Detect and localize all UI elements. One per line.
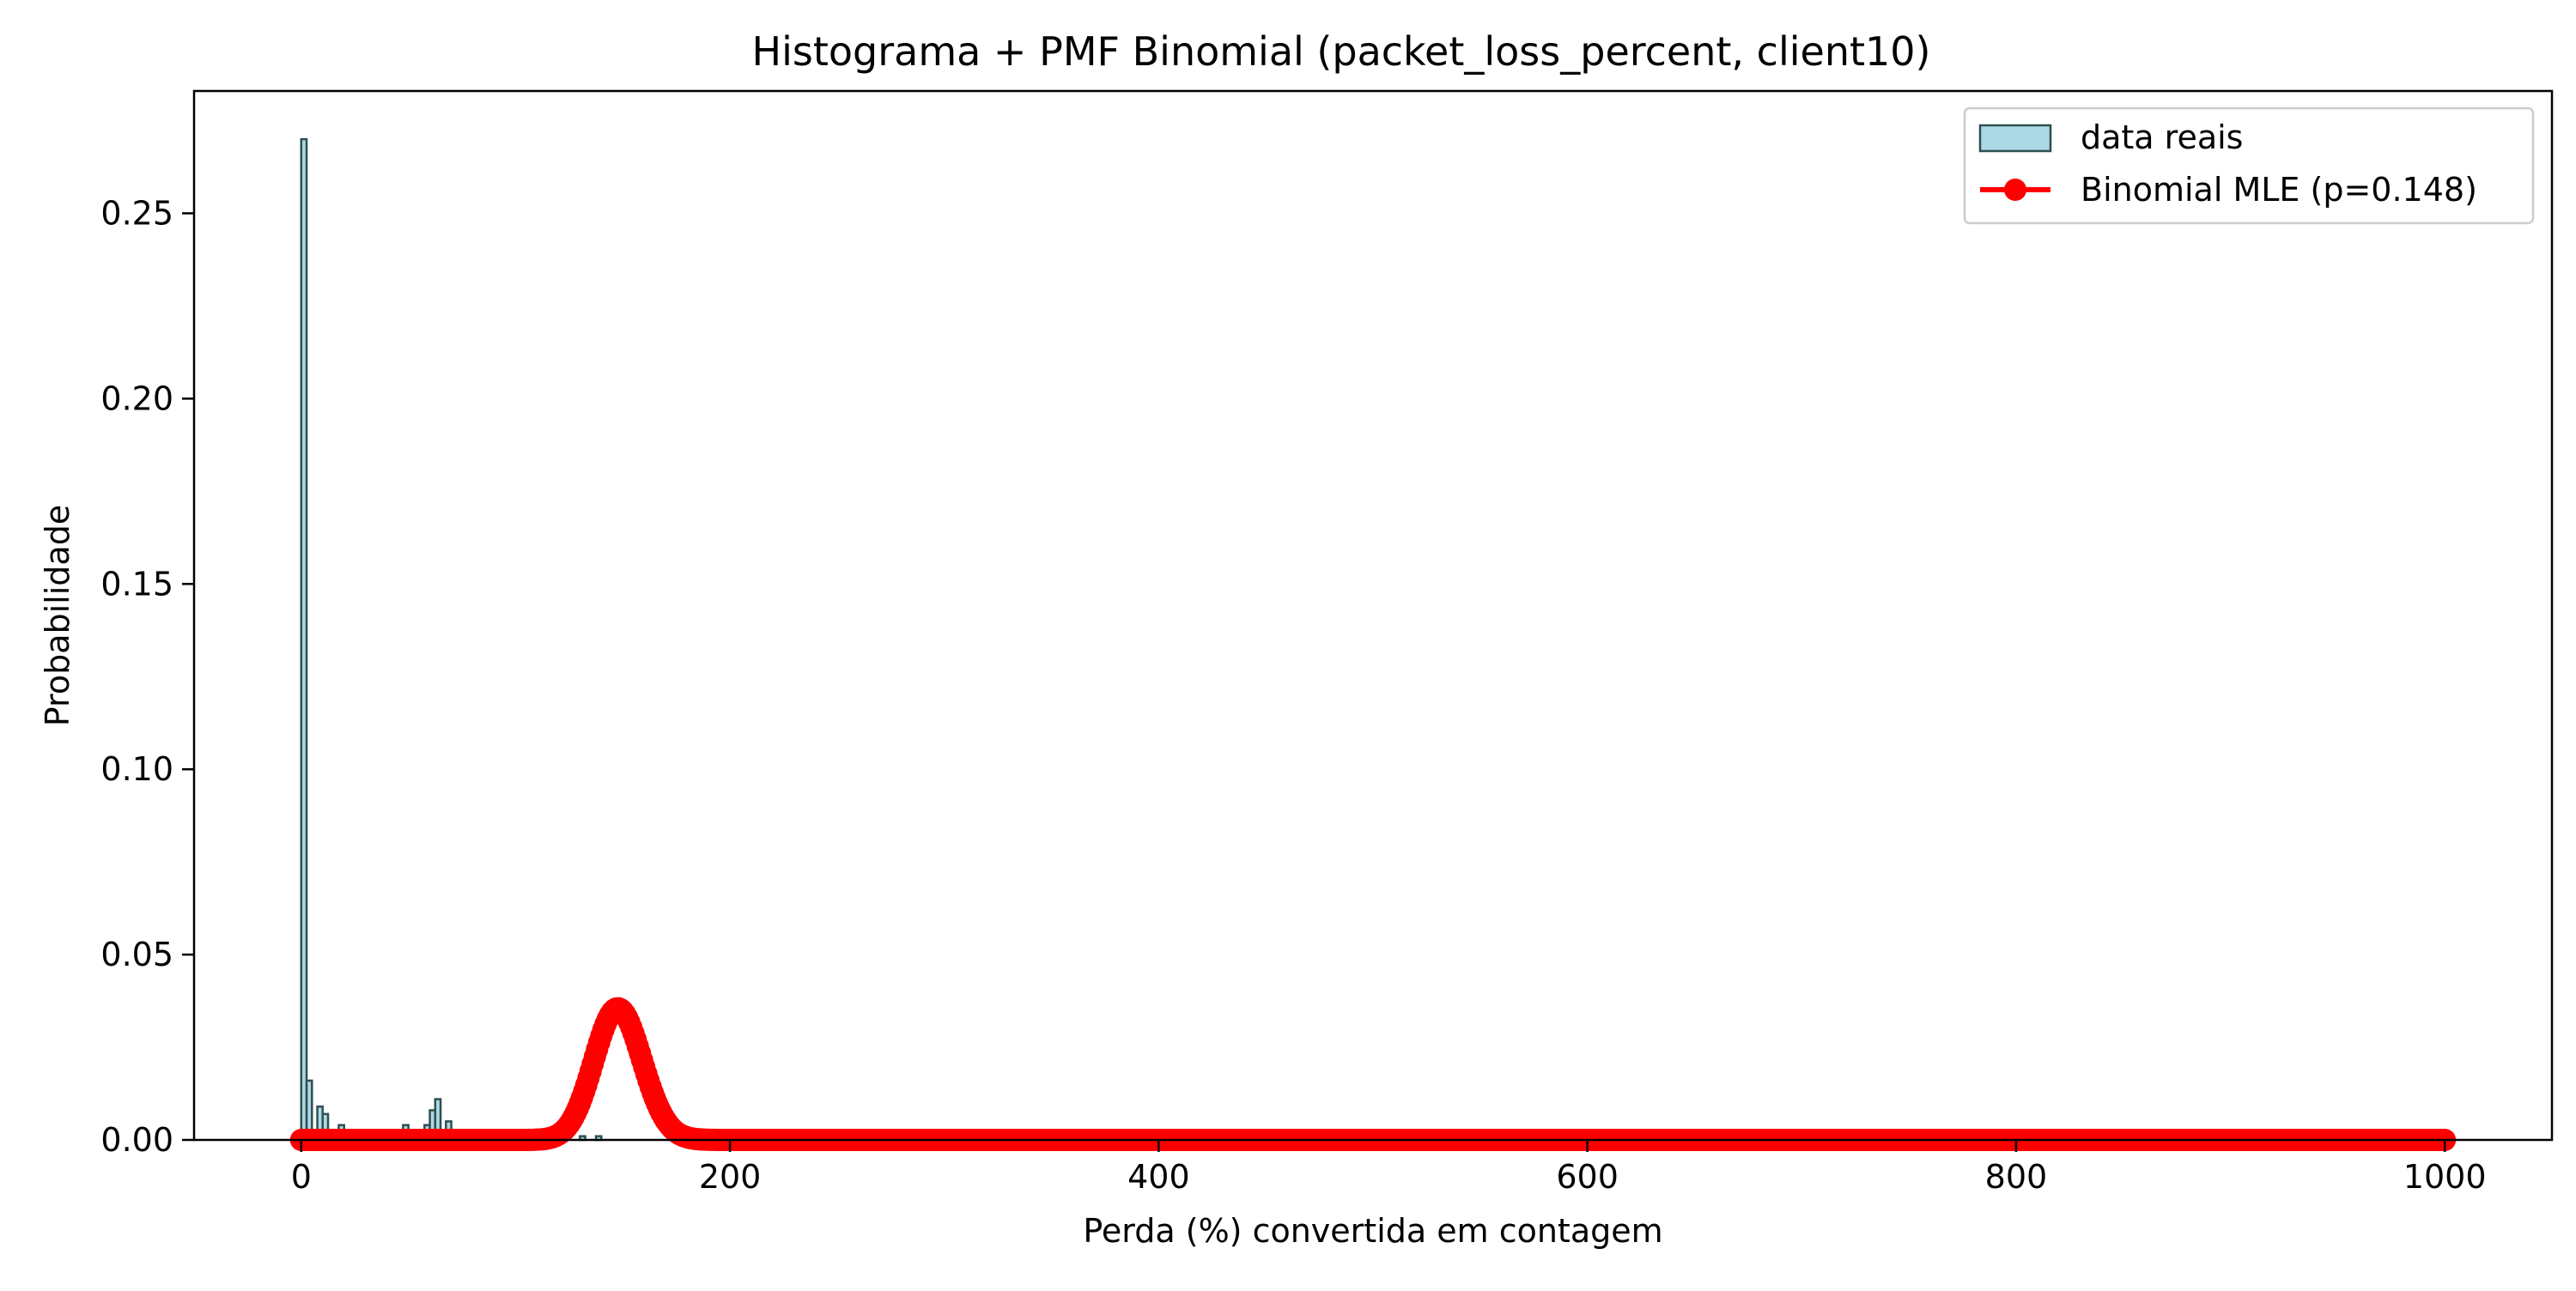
legend: data reais Binomial MLE (p=0.148) <box>1963 106 2535 225</box>
x-axis-label: Perda (%) convertida em contagem <box>1083 1212 1662 1250</box>
x-tick-label: 200 <box>699 1158 762 1196</box>
x-tick-label: 0 <box>291 1158 312 1196</box>
legend-histogram-swatch <box>1978 124 2052 153</box>
chart-title: Histograma + PMF Binomial (packet_loss_p… <box>752 28 1931 75</box>
plot-frame <box>192 89 2554 1142</box>
y-tick-label: 0.10 <box>100 750 173 788</box>
x-axis-ticks: 0 200 400 600 800 1000 <box>291 1140 2487 1196</box>
y-tick-label: 0.25 <box>100 194 173 232</box>
y-axis-label: Probabilidade <box>39 505 76 726</box>
legend-box <box>1963 106 2535 225</box>
y-tick-label: 0.15 <box>100 565 173 603</box>
histogram-bar-0 <box>300 137 308 1142</box>
legend-binomial-label: Binomial MLE (p=0.148) <box>2081 171 2477 209</box>
legend-binomial-marker <box>2004 179 2026 201</box>
y-tick-label: 0.20 <box>100 379 173 417</box>
legend-histogram-label: data reais <box>2081 118 2243 156</box>
y-tick-label: 0.00 <box>100 1121 173 1159</box>
y-tick-label: 0.05 <box>100 936 173 973</box>
x-tick-label: 400 <box>1127 1158 1190 1196</box>
x-tick-label: 600 <box>1556 1158 1619 1196</box>
x-tick-label: 800 <box>1985 1158 2048 1196</box>
x-tick-label: 1000 <box>2403 1158 2487 1196</box>
y-axis-ticks: 0.00 0.05 0.10 0.15 0.20 0.25 <box>100 194 194 1159</box>
